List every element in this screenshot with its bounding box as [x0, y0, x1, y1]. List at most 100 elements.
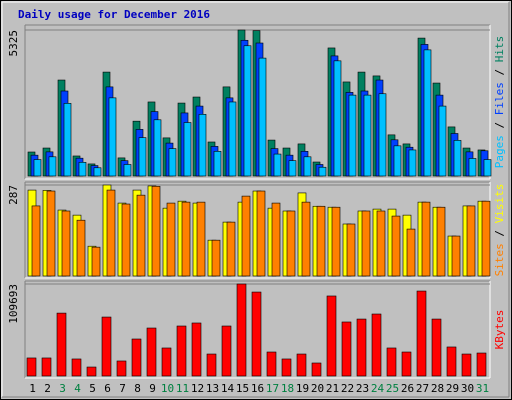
- x-tick-label: 17: [266, 382, 279, 395]
- bar: [393, 145, 402, 177]
- legend-separator: /: [493, 115, 506, 135]
- bar: [191, 322, 202, 377]
- x-tick-label: 25: [386, 382, 399, 395]
- bar: [303, 156, 312, 177]
- bar: [466, 205, 476, 277]
- bar: [348, 94, 357, 177]
- bar: [483, 159, 492, 177]
- legend-entry: KBytes: [493, 310, 506, 350]
- y-tick-label: 109693: [7, 284, 20, 324]
- bar: [431, 318, 442, 377]
- bar: [33, 159, 42, 177]
- x-tick-label: 27: [416, 382, 429, 395]
- x-tick-label: 1: [29, 382, 36, 395]
- bar: [153, 119, 162, 177]
- bar: [266, 351, 277, 377]
- bar: [476, 352, 487, 377]
- bar: [436, 206, 446, 277]
- x-tick-label: 10: [161, 382, 174, 395]
- x-tick-label: 24: [371, 382, 385, 395]
- x-tick-label: 15: [236, 382, 249, 395]
- bar: [341, 321, 352, 377]
- x-tick-label: 30: [461, 382, 474, 395]
- bar: [333, 60, 342, 177]
- legend-separator: /: [493, 223, 506, 243]
- x-tick-label: 21: [326, 382, 339, 395]
- bar: [71, 358, 82, 377]
- bar: [288, 160, 297, 177]
- bar: [78, 161, 87, 177]
- bar: [421, 201, 431, 277]
- bar: [371, 313, 382, 377]
- bar: [146, 327, 157, 377]
- x-tick-label: 22: [341, 382, 354, 395]
- x-tick-label: 9: [149, 382, 156, 395]
- bar: [296, 353, 307, 377]
- x-tick-label: 2: [44, 382, 51, 395]
- x-tick-label: 12: [191, 382, 204, 395]
- bar: [461, 353, 472, 377]
- bar: [46, 190, 56, 277]
- bar: [61, 210, 71, 277]
- bar: [213, 151, 222, 177]
- bar: [138, 137, 147, 177]
- legend-entry: Pages: [493, 135, 506, 168]
- bar: [363, 94, 372, 177]
- x-tick-label: 3: [59, 382, 66, 395]
- bar: [243, 45, 252, 177]
- bar: [316, 205, 326, 277]
- y-tick-label: 287: [7, 185, 20, 205]
- bar: [41, 357, 52, 377]
- x-tick-label: 28: [431, 382, 444, 395]
- bar: [401, 351, 412, 377]
- x-tick-label: 16: [251, 382, 264, 395]
- bar: [451, 235, 461, 277]
- x-tick-label: 8: [134, 382, 141, 395]
- bar: [236, 283, 247, 377]
- bar: [416, 290, 427, 377]
- bar: [26, 357, 37, 377]
- x-tick-label: 20: [311, 382, 324, 395]
- bar: [391, 215, 401, 277]
- bar: [211, 239, 221, 277]
- x-tick-label: 18: [281, 382, 294, 395]
- x-tick-label: 19: [296, 382, 309, 395]
- bar: [226, 221, 236, 277]
- bar: [311, 362, 322, 377]
- x-tick-label: 29: [446, 382, 459, 395]
- bar: [301, 201, 311, 277]
- bar: [206, 353, 217, 377]
- bar: [423, 49, 432, 177]
- bar: [181, 201, 191, 277]
- bar: [386, 347, 397, 377]
- bar: [326, 295, 337, 377]
- bar: [183, 122, 192, 177]
- bar: [378, 93, 387, 177]
- bar: [31, 205, 41, 277]
- legend-entry: Files: [493, 82, 506, 115]
- bar: [446, 346, 457, 377]
- x-tick-label: 7: [119, 382, 126, 395]
- bar: [93, 167, 102, 177]
- legend: Pages / Files / Hits: [493, 36, 506, 169]
- bar: [123, 164, 132, 177]
- bar: [331, 206, 341, 277]
- bar: [228, 101, 237, 177]
- bar: [106, 189, 116, 277]
- bar: [361, 210, 371, 277]
- bar: [116, 360, 127, 377]
- bar: [136, 194, 146, 277]
- x-tick-label: 31: [476, 382, 489, 395]
- bar: [438, 105, 447, 177]
- bar: [198, 114, 207, 177]
- bar: [151, 185, 161, 277]
- bar: [281, 358, 292, 377]
- bar: [56, 312, 67, 377]
- bar: [286, 210, 296, 277]
- bar: [273, 153, 282, 177]
- bar: [101, 316, 112, 377]
- bar: [161, 347, 172, 377]
- bar: [251, 291, 262, 377]
- bar: [481, 200, 491, 277]
- bar: [63, 103, 72, 177]
